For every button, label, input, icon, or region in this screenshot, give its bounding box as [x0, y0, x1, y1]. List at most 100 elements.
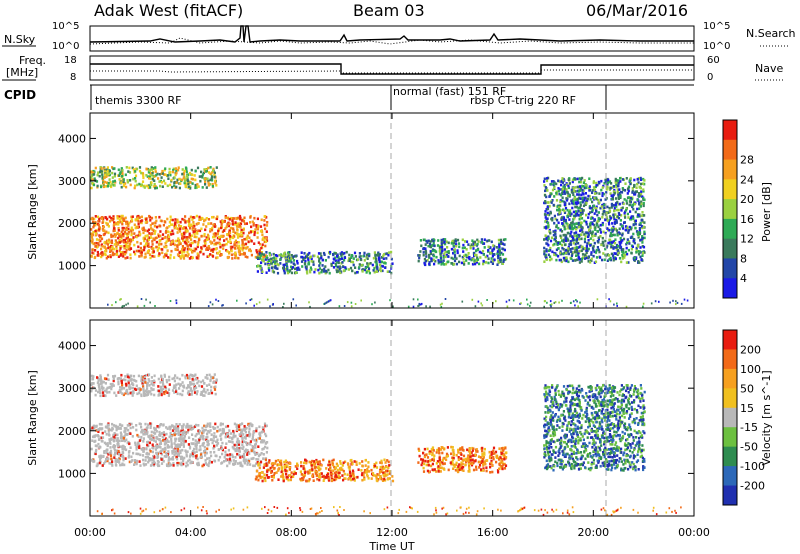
- power-cell-2-155: [284, 263, 287, 267]
- power-cell-4-846: [589, 206, 592, 210]
- power-cell-3-87: [491, 262, 494, 265]
- power-speckle-94: [654, 300, 657, 303]
- power-cell-0-175: [189, 187, 192, 190]
- velocity-cell-1-279: [236, 437, 239, 441]
- velocity-cell-1-574: [248, 428, 251, 431]
- power-cell-1-98: [227, 216, 230, 220]
- power-cell-2-251: [270, 262, 273, 265]
- velocity-cell-1-909: [180, 463, 183, 467]
- power-cell-4-1209: [595, 206, 598, 210]
- power-cell-4-476: [557, 247, 560, 250]
- power-cell-0-101: [120, 167, 123, 170]
- power-cell-1-130: [136, 218, 139, 222]
- power-cell-4-32: [561, 190, 564, 193]
- velocity-cell-1-816: [250, 449, 253, 452]
- power-cell-1-351: [256, 236, 259, 239]
- power-cell-1-66: [252, 222, 255, 225]
- velocity-cell-1-770: [207, 464, 210, 468]
- power-cell-2-220: [303, 262, 306, 265]
- velocity-cell-0-355: [105, 388, 108, 391]
- power-cell-4-1134: [625, 246, 628, 250]
- velocity-cell-1-910: [116, 437, 119, 440]
- power-cell-0-214: [162, 179, 166, 183]
- velocity-cell-1-264: [95, 448, 98, 452]
- power-cell-4-522: [561, 246, 564, 250]
- power-cell-0-39: [194, 183, 197, 187]
- power-speckle-116: [686, 299, 689, 302]
- power-cell-4-1028: [545, 248, 548, 251]
- power-cell-0-164: [211, 184, 214, 188]
- velocity-cell-1-452: [256, 452, 259, 455]
- power-cell-0-288: [196, 166, 200, 170]
- power-cell-0-137: [152, 175, 155, 178]
- power-cell-4-541: [639, 223, 642, 227]
- velocity-cell-0-369: [137, 387, 140, 391]
- power-cell-3-37: [472, 244, 475, 248]
- power-cell-4-1152: [609, 238, 612, 242]
- velocity-cell-1-596: [141, 448, 144, 451]
- power-cell-4-215: [639, 178, 642, 181]
- power-cell-0-167: [121, 172, 124, 176]
- power-cell-4-617: [563, 203, 566, 206]
- power-cell-0-281: [154, 166, 157, 169]
- velocity-cell-1-233: [117, 427, 120, 430]
- power-cell-4-670: [554, 232, 557, 236]
- velocity-cell-1-20: [249, 422, 252, 425]
- velocity-cell-1-751: [191, 452, 195, 455]
- power-cell-1-756: [92, 225, 95, 229]
- power-cell-1-247: [235, 256, 238, 260]
- power-cell-4-814: [589, 224, 592, 228]
- power-cell-3-315: [474, 262, 477, 266]
- power-cell-1-559: [161, 233, 165, 236]
- power-cell-1-521: [118, 233, 121, 236]
- power-cell-0-265: [200, 175, 203, 178]
- velocity-cell-1-715: [162, 439, 165, 442]
- power-cell-4-1068: [611, 241, 614, 244]
- velocity-cell-0-109: [109, 382, 112, 386]
- power-cell-3-313: [430, 259, 433, 263]
- power-cell-2-28: [316, 255, 319, 259]
- power-cell-1-184: [225, 249, 228, 252]
- power-cell-4-964: [638, 201, 641, 205]
- power-cell-0-226: [177, 168, 180, 172]
- power-cell-3-255: [453, 259, 457, 263]
- power-cell-4-224: [630, 226, 633, 229]
- power-cell-0-158: [101, 176, 104, 180]
- power-cell-4-898: [626, 226, 629, 230]
- power-cell-3-194: [472, 257, 475, 261]
- velocity-cell-1-845: [244, 430, 247, 434]
- power-cell-0-162: [106, 172, 109, 176]
- power-cell-2-415: [314, 268, 317, 271]
- power-cell-1-641: [120, 253, 123, 256]
- power-cell-4-881: [633, 178, 636, 182]
- power-cell-1-64: [233, 217, 236, 220]
- power-cell-0-284: [213, 173, 216, 177]
- velocity-cell-1-780: [206, 432, 209, 436]
- power-cell-1-562: [143, 248, 146, 252]
- power-cell-1-1002: [238, 244, 241, 248]
- power-cell-4-725: [615, 197, 618, 200]
- power-cell-3-44: [475, 261, 478, 264]
- power-speckle-83: [561, 299, 563, 302]
- power-cell-1-886: [104, 249, 107, 253]
- velocity-cell-1-398: [167, 464, 170, 468]
- power-cell-4-574: [598, 181, 601, 185]
- velocity-cell-0-237: [153, 393, 156, 397]
- power-cell-1-309: [140, 251, 143, 254]
- power-cell-1-1059: [140, 253, 143, 256]
- power-cell-4-357: [559, 209, 562, 212]
- velocity-cell-1-575: [130, 422, 133, 426]
- power-cell-4-585: [600, 205, 603, 208]
- power-cell-2-62: [349, 266, 353, 270]
- power-cell-1-316: [251, 220, 254, 224]
- power-speckle-79: [119, 298, 121, 301]
- power-cell-4-199: [632, 232, 635, 236]
- velocity-cell-1-818: [227, 448, 230, 452]
- power-cell-0-80: [106, 181, 109, 184]
- power-cell-0-312: [169, 171, 172, 174]
- power-cell-3-232: [476, 242, 479, 246]
- power-cell-0-309: [197, 185, 200, 188]
- power-cell-4-937: [559, 200, 562, 204]
- power-cell-1-119: [265, 224, 269, 227]
- power-cell-1-1012: [135, 235, 138, 239]
